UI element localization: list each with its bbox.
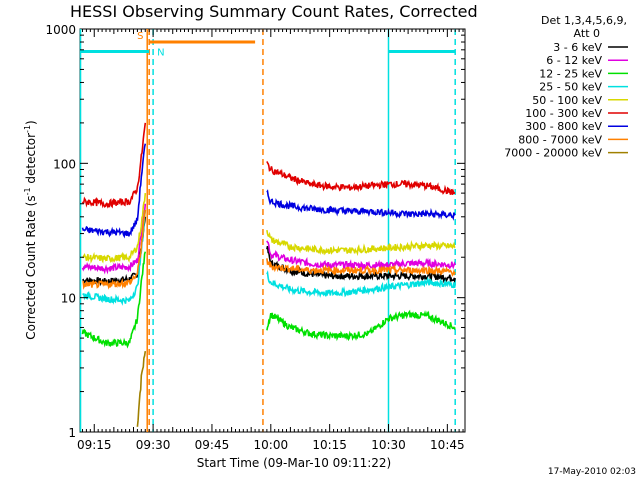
- x-tick-label: 10:45: [430, 438, 465, 452]
- legend-label: 12 - 25 keV: [539, 67, 602, 80]
- series-line: [81, 251, 147, 349]
- y-tick-label: 1: [68, 426, 76, 440]
- legend-label: 800 - 7000 keV: [518, 133, 602, 146]
- series-line: [266, 270, 456, 298]
- series-line: [266, 161, 456, 195]
- y-axis-label: Corrected Count Rate (s-1 detector-1): [23, 120, 38, 339]
- legend-label: 3 - 6 keV: [553, 41, 602, 54]
- legend-header-line: Att 0: [574, 27, 600, 40]
- series-line: [266, 245, 456, 284]
- y-axis-label-sup: -1: [23, 125, 32, 133]
- x-tick-label: 09:45: [195, 438, 230, 452]
- y-axis-label-part: Corrected Count Rate (s: [24, 195, 38, 339]
- series-line: [266, 258, 456, 277]
- series-line: [81, 193, 147, 264]
- legend-label: 50 - 100 keV: [532, 94, 602, 107]
- series-line: [82, 209, 147, 290]
- y-tick-label: 100: [53, 157, 76, 171]
- plot-frame: [79, 28, 466, 433]
- x-tick-label: 10:00: [254, 438, 289, 452]
- series-line: [136, 350, 147, 427]
- y-axis-label-part: ): [24, 120, 38, 125]
- legend-label: 25 - 50 keV: [539, 81, 602, 94]
- legend-label: 7000 - 20000 keV: [504, 147, 602, 160]
- legend-label: 300 - 800 keV: [525, 120, 602, 133]
- x-axis: 09:15 09:30 09:45 10:00 10:15 10:30 10:45: [77, 29, 465, 452]
- annotation-label: S: [137, 31, 143, 42]
- chart-title: HESSI Observing Summary Count Rates, Cor…: [70, 2, 478, 21]
- annotations: SN: [80, 31, 456, 58]
- timestamp: 17-May-2010 02:03: [548, 467, 636, 477]
- series-line: [81, 122, 147, 209]
- legend-label: 100 - 300 keV: [525, 107, 602, 120]
- y-axis: 1 10 100 1000: [45, 23, 465, 440]
- x-tick-label: 10:15: [312, 438, 347, 452]
- y-axis-label-sup: -1: [23, 187, 32, 195]
- legend-label: 6 - 12 keV: [546, 54, 602, 67]
- y-axis-label-part: detector: [24, 133, 38, 188]
- series-line: [81, 203, 147, 275]
- series-layer: [81, 122, 456, 427]
- series-line: [266, 240, 456, 272]
- annotation-label: N: [157, 47, 164, 58]
- series-line: [266, 309, 456, 342]
- series-line: [266, 189, 456, 221]
- vertical-markers: [79, 29, 456, 432]
- x-tick-label: 09:15: [77, 438, 112, 452]
- y-tick-label: 1000: [45, 23, 76, 37]
- x-axis-label: Start Time (09-Mar-10 09:11:22): [197, 456, 391, 470]
- x-tick-label: 10:30: [371, 438, 406, 452]
- series-line: [266, 229, 456, 257]
- x-tick-label: 09:30: [136, 438, 171, 452]
- series-line: [81, 143, 147, 239]
- legend-header-line: Det 1,3,4,5,6,9,: [541, 14, 627, 27]
- y-tick-label: 10: [61, 292, 76, 306]
- series-line: [82, 209, 147, 306]
